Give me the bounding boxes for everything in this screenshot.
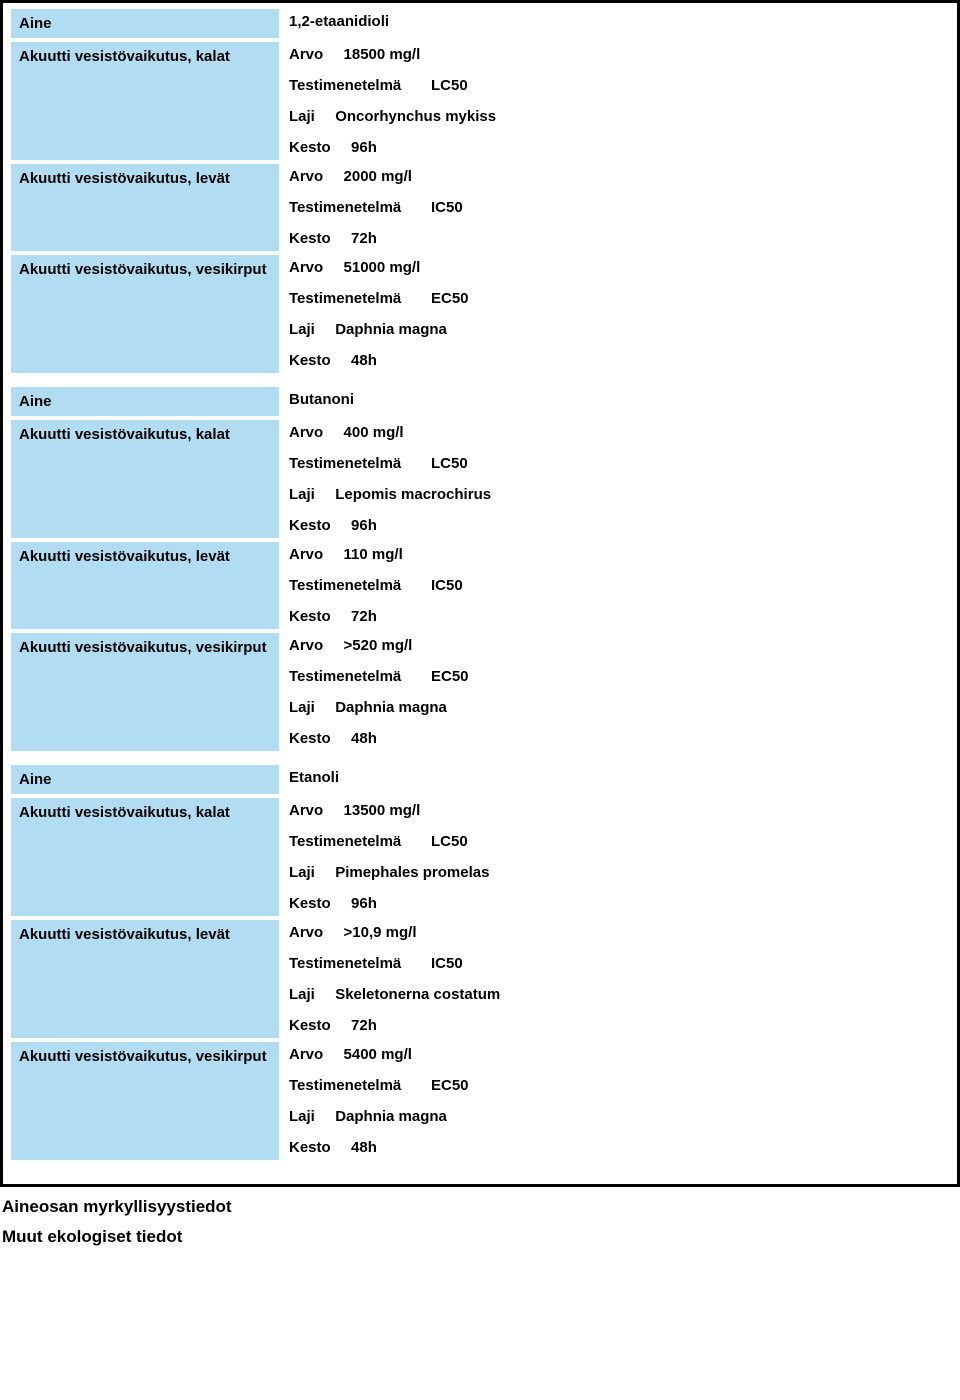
value-testi: TestimenetelmäIC50: [289, 577, 949, 594]
substance-name-text: 1,2-etaanidioli: [289, 13, 949, 30]
effect-values: Arvo 2000 mg/l TestimenetelmäIC50 Kesto 72…: [289, 164, 949, 251]
effect-values: Arvo >520 mg/l TestimenetelmäEC50 Laji Dap…: [289, 633, 949, 751]
effect-label: Akuutti vesistövaikutus, levät: [11, 164, 279, 251]
value-arvo: Arvo >10,9 mg/l: [289, 924, 949, 941]
value-kesto: Kesto 96h: [289, 895, 949, 912]
value-laji: Laji Daphnia magna: [289, 321, 949, 338]
substance-name-value: Etanoli: [289, 765, 949, 790]
effect-row: Akuutti vesistövaikutus, levätArvo >10,9…: [11, 920, 949, 1038]
value-kesto: Kesto 48h: [289, 730, 949, 747]
value-kesto: Kesto 72h: [289, 1017, 949, 1034]
value-arvo: Arvo >520 mg/l: [289, 637, 949, 654]
substance-name-row: Aine Etanoli: [11, 765, 949, 794]
effect-values: Arvo 13500 mg/l TestimenetelmäLC50 Laji Pi…: [289, 798, 949, 916]
value-kesto: Kesto 72h: [289, 230, 949, 247]
value-arvo: Arvo 13500 mg/l: [289, 802, 949, 819]
effect-label: Akuutti vesistövaikutus, kalat: [11, 42, 279, 160]
substance-name-row: Aine Butanoni: [11, 387, 949, 416]
value-kesto: Kesto 72h: [289, 608, 949, 625]
value-laji: Laji Lepomis macrochirus: [289, 486, 949, 503]
value-testi: TestimenetelmäEC50: [289, 668, 949, 685]
substance-label: Aine: [11, 9, 279, 38]
value-kesto: Kesto 96h: [289, 139, 949, 156]
value-laji: Laji Oncorhynchus mykiss: [289, 108, 949, 125]
effect-values: Arvo 400 mg/l TestimenetelmäLC50 Laji Lepo…: [289, 420, 949, 538]
effect-label: Akuutti vesistövaikutus, vesikirput: [11, 633, 279, 751]
value-arvo: Arvo 2000 mg/l: [289, 168, 949, 185]
effect-row: Akuutti vesistövaikutus, levätArvo 2000 …: [11, 164, 949, 251]
value-arvo: Arvo 18500 mg/l: [289, 46, 949, 63]
effect-row: Akuutti vesistövaikutus, kalatArvo 400 m…: [11, 420, 949, 538]
value-arvo: Arvo 5400 mg/l: [289, 1046, 949, 1063]
value-testi: TestimenetelmäIC50: [289, 955, 949, 972]
effect-values: Arvo >10,9 mg/l TestimenetelmäIC50 Laji Sk…: [289, 920, 949, 1038]
value-testi: TestimenetelmäEC50: [289, 1077, 949, 1094]
effect-label: Akuutti vesistövaikutus, vesikirput: [11, 1042, 279, 1160]
effect-row: Akuutti vesistövaikutus, kalatArvo 18500…: [11, 42, 949, 160]
effect-values: Arvo 51000 mg/l TestimenetelmäEC50 Laji Da…: [289, 255, 949, 373]
effect-values: Arvo 5400 mg/l TestimenetelmäEC50 Laji Dap…: [289, 1042, 949, 1160]
effect-row: Akuutti vesistövaikutus, levätArvo 110 m…: [11, 542, 949, 629]
substance-name-row: Aine 1,2-etaanidioli: [11, 9, 949, 38]
substance-block: Aine Butanoni Akuutti vesistövaikutus, kal…: [11, 387, 949, 751]
substance-name-value: 1,2-etaanidioli: [289, 9, 949, 34]
effect-row: Akuutti vesistövaikutus, vesikirputArvo …: [11, 633, 949, 751]
substance-block: Aine Etanoli Akuutti vesistövaikutus, kala…: [11, 765, 949, 1160]
effect-label: Akuutti vesistövaikutus, kalat: [11, 798, 279, 916]
value-arvo: Arvo 110 mg/l: [289, 546, 949, 563]
effect-values: Arvo 110 mg/l TestimenetelmäIC50 Kesto 72h: [289, 542, 949, 629]
value-arvo: Arvo 51000 mg/l: [289, 259, 949, 276]
effect-label: Akuutti vesistövaikutus, levät: [11, 920, 279, 1038]
effect-label: Akuutti vesistövaikutus, kalat: [11, 420, 279, 538]
substance-name-text: Butanoni: [289, 391, 949, 408]
value-testi: TestimenetelmäLC50: [289, 833, 949, 850]
value-laji: Laji Pimephales promelas: [289, 864, 949, 881]
effect-row: Akuutti vesistövaikutus, kalatArvo 13500…: [11, 798, 949, 916]
effect-values: Arvo 18500 mg/l TestimenetelmäLC50 Laji On…: [289, 42, 949, 160]
data-frame: Aine 1,2-etaanidioli Akuutti vesistövaikut…: [0, 0, 960, 1187]
value-laji: Laji Daphnia magna: [289, 699, 949, 716]
value-kesto: Kesto 96h: [289, 517, 949, 534]
value-laji: Laji Skeletonerna costatum: [289, 986, 949, 1003]
substance-name-text: Etanoli: [289, 769, 949, 786]
effect-row: Akuutti vesistövaikutus, vesikirputArvo …: [11, 255, 949, 373]
effect-label: Akuutti vesistövaikutus, vesikirput: [11, 255, 279, 373]
value-testi: TestimenetelmäLC50: [289, 77, 949, 94]
value-testi: TestimenetelmäIC50: [289, 199, 949, 216]
footer-heading-1: Aineosan myrkyllisyystiedot: [0, 1193, 960, 1217]
effect-row: Akuutti vesistövaikutus, vesikirputArvo …: [11, 1042, 949, 1160]
value-laji: Laji Daphnia magna: [289, 1108, 949, 1125]
value-kesto: Kesto 48h: [289, 352, 949, 369]
value-testi: TestimenetelmäEC50: [289, 290, 949, 307]
substance-name-value: Butanoni: [289, 387, 949, 412]
substance-label: Aine: [11, 387, 279, 416]
substance-label: Aine: [11, 765, 279, 794]
substance-block: Aine 1,2-etaanidioli Akuutti vesistövaikut…: [11, 9, 949, 373]
value-kesto: Kesto 48h: [289, 1139, 949, 1156]
value-arvo: Arvo 400 mg/l: [289, 424, 949, 441]
effect-label: Akuutti vesistövaikutus, levät: [11, 542, 279, 629]
footer-heading-2: Muut ekologiset tiedot: [0, 1223, 960, 1247]
value-testi: TestimenetelmäLC50: [289, 455, 949, 472]
